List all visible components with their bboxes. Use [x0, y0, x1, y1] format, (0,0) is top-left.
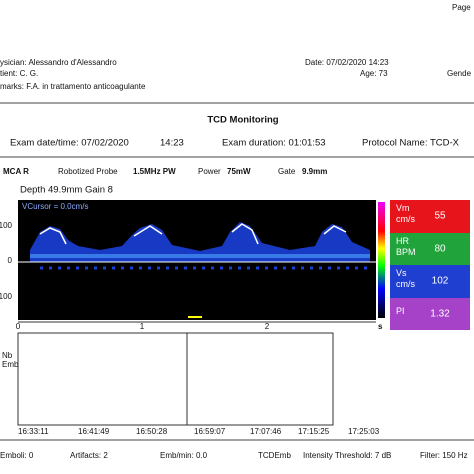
date: Date: 07/02/2020 14:23	[305, 58, 389, 67]
gate-value: 9.9mm	[302, 167, 327, 176]
panel-value: 80	[434, 244, 446, 255]
panel-value: 102	[432, 276, 449, 287]
panel-vs	[390, 265, 470, 298]
cursor-label: VCursor = 0.0cm/s	[22, 202, 88, 211]
x-unit: s	[378, 322, 383, 331]
remarks: marks: F.A. in trattamento anticoagulant…	[0, 82, 146, 91]
time-label: 16:59:07	[194, 427, 226, 436]
patient: tient: C. G.	[0, 69, 38, 78]
panel-pi	[390, 298, 470, 330]
emb-min: Emb/min: 0.0	[160, 451, 208, 460]
color-bar	[378, 202, 385, 318]
filter: Filter: 150 Hz	[420, 451, 468, 460]
depth-gain: Depth 49.9mm Gain 8	[20, 185, 113, 196]
age: Age: 73	[360, 69, 388, 78]
panel-hr	[390, 233, 470, 265]
protocol: Protocol Name: TCD-X	[362, 138, 460, 149]
page-label: Page	[452, 3, 471, 12]
time-label: 17:15:25	[298, 427, 330, 436]
x-tick-label: 2	[265, 322, 270, 331]
time-label: 17:25:03	[348, 427, 380, 436]
panel-value: 55	[434, 211, 446, 222]
x-tick-label: 0	[16, 322, 21, 331]
y-tick-label: 100	[0, 292, 13, 301]
emboli: Emboli: 0	[0, 451, 34, 460]
marker	[188, 316, 202, 318]
title: TCD Monitoring	[207, 115, 278, 126]
panel-label: Vs cm/s	[396, 268, 415, 289]
vessel: MCA R	[3, 167, 29, 176]
panel-label: HR BPM	[396, 236, 416, 257]
exam-time: 14:23	[160, 138, 184, 149]
power-value: 75mW	[227, 167, 251, 176]
time-label: 16:33:11	[18, 427, 49, 436]
probe-value: 1.5MHz PW	[133, 167, 176, 176]
gate-label: Gate	[278, 167, 296, 176]
panel-label: PI	[396, 306, 405, 316]
y-tick-label: 100	[0, 221, 13, 230]
probe-label: Robotized Probe	[58, 167, 118, 176]
time-label: 16:50:28	[136, 427, 168, 436]
x-tick-label: 1	[140, 322, 145, 331]
panel-value: 1.32	[430, 309, 450, 320]
exam-datetime: Exam date/time: 07/02/2020	[10, 138, 129, 149]
y-label: Nb Emb	[2, 351, 19, 369]
waveform	[18, 222, 376, 270]
physician: ysician: Alessandro d'Alessandro	[0, 58, 117, 67]
threshold: Intensity Threshold: 7 dB	[303, 451, 391, 460]
gender: Gende	[447, 69, 472, 78]
time-label: 16:41:49	[78, 427, 110, 436]
y-tick-label: 0	[8, 256, 13, 265]
panel-label: Vm cm/s	[396, 203, 415, 224]
emboli-chart	[17, 332, 334, 426]
power-label: Power	[198, 167, 221, 176]
artifacts: Artifacts: 2	[70, 451, 108, 460]
time-label: 17:07:46	[250, 427, 282, 436]
panel-vm	[390, 200, 470, 233]
exam-duration: Exam duration: 01:01:53	[222, 138, 326, 149]
mode: TCDEmb	[258, 451, 291, 460]
